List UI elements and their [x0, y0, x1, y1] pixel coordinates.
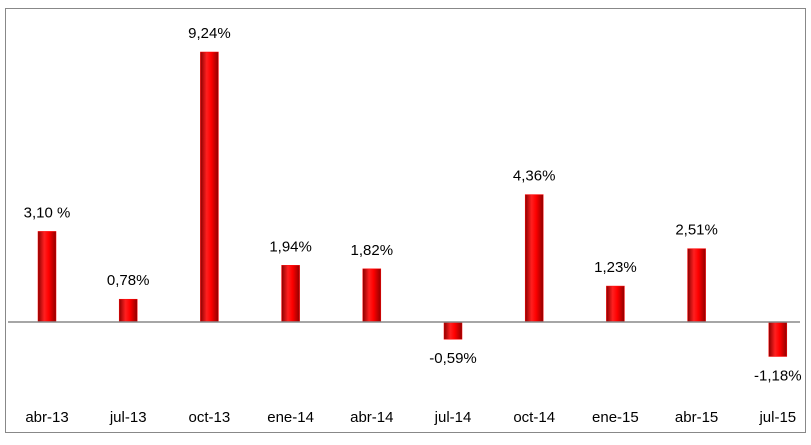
x-tick-label: ene-15 [592, 409, 639, 426]
bar [768, 321, 788, 357]
x-tick-label: abr-15 [675, 409, 718, 426]
x-tick-label: oct-13 [189, 409, 231, 426]
data-label: 4,36% [513, 168, 556, 185]
bar [687, 248, 706, 323]
x-tick-label: jul-15 [758, 409, 796, 426]
data-label: 3,10 % [24, 204, 71, 221]
bar [606, 285, 625, 323]
bar [37, 231, 57, 323]
data-label: -0,59% [429, 350, 477, 367]
x-tick-label: jul-14 [434, 409, 472, 426]
data-label: 1,23% [594, 259, 637, 276]
x-tick-label: abr-14 [350, 409, 393, 426]
data-label: -1,18% [754, 367, 802, 384]
chart-frame [5, 8, 806, 433]
x-tick-label: abr-13 [25, 409, 68, 426]
bar [524, 194, 544, 323]
data-label: 2,51% [675, 222, 718, 239]
x-tick-label: jul-13 [109, 409, 147, 426]
bar [200, 51, 219, 323]
bar [443, 321, 463, 340]
bar [118, 298, 138, 323]
data-label: 9,24% [188, 25, 231, 42]
data-label: 0,78% [107, 272, 150, 289]
data-label: 1,94% [269, 238, 312, 255]
bar [281, 265, 300, 323]
x-tick-label: ene-14 [267, 409, 314, 426]
bar [362, 268, 382, 323]
data-label: 1,82% [351, 242, 394, 259]
x-tick-label: oct-14 [513, 409, 555, 426]
